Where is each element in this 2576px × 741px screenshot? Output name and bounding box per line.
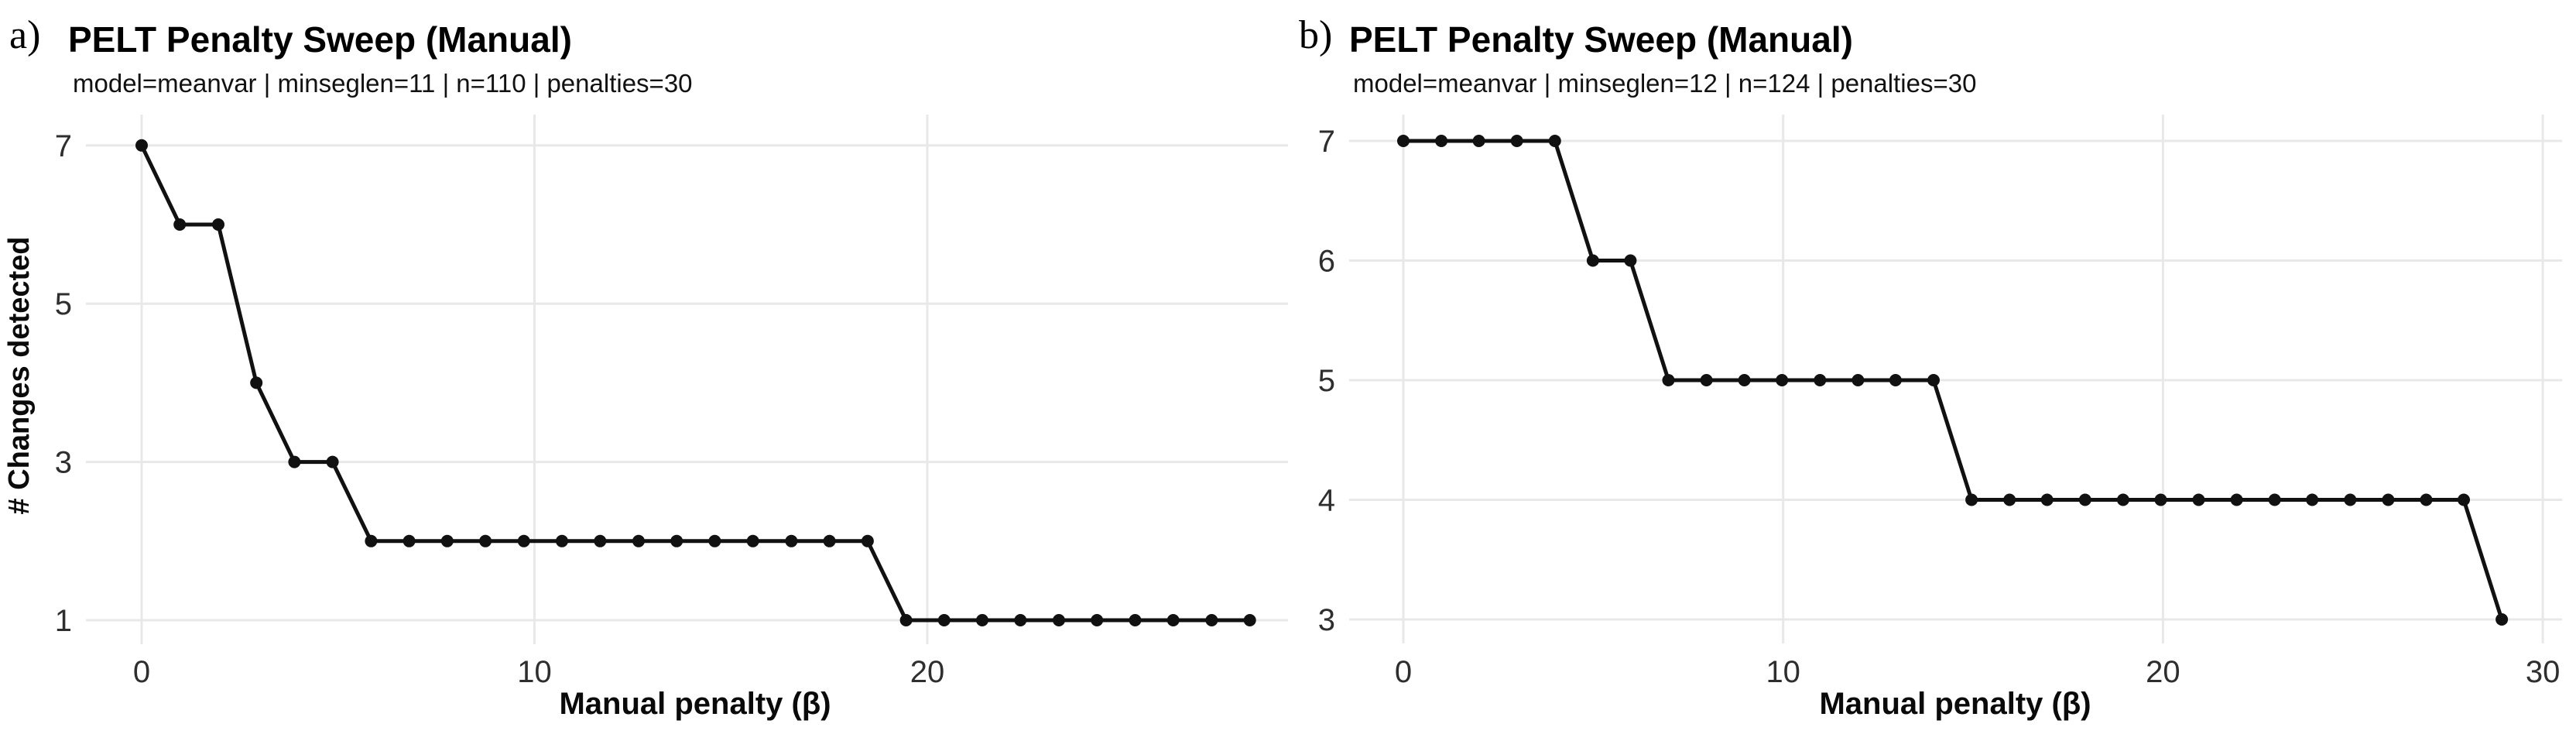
- y-tick-label: 6: [1318, 245, 1335, 279]
- data-point: [1927, 374, 1940, 386]
- x-tick-label: 20: [910, 655, 945, 689]
- data-point: [2192, 493, 2205, 506]
- data-point: [708, 534, 721, 547]
- data-point: [1205, 614, 1218, 626]
- data-point: [1624, 254, 1637, 267]
- gridlines: [86, 115, 1288, 644]
- data-point: [440, 534, 454, 547]
- data-point: [2230, 493, 2243, 506]
- x-tick-label: 30: [2526, 655, 2561, 689]
- x-tick-label: 0: [133, 655, 150, 689]
- data-point: [1662, 374, 1675, 386]
- data-point: [861, 534, 874, 547]
- data-points: [1397, 135, 2509, 626]
- data-point: [746, 534, 759, 547]
- data-point: [2116, 493, 2129, 506]
- data-point: [632, 534, 645, 547]
- data-point: [1397, 135, 1410, 147]
- data-point: [2496, 613, 2509, 626]
- y-tick-label: 7: [55, 129, 72, 163]
- data-point: [1776, 374, 1789, 386]
- data-point: [173, 218, 187, 231]
- data-point: [1548, 135, 1561, 147]
- panel-label-b: b): [1299, 13, 1333, 57]
- x-axis-title: Manual penalty (β): [1819, 687, 2091, 721]
- data-point: [785, 534, 798, 547]
- data-point: [1243, 614, 1256, 626]
- series-line: [1401, 139, 2504, 622]
- data-point: [2268, 493, 2281, 506]
- panel-b: b) PELT Penalty Sweep (Manual) model=mea…: [1288, 0, 2576, 741]
- data-point: [2420, 493, 2433, 506]
- y-tick-label: 1: [55, 604, 72, 638]
- data-point: [1814, 374, 1827, 386]
- data-point: [1738, 374, 1751, 386]
- data-point: [1965, 493, 1978, 506]
- panel-label-a: a): [9, 13, 41, 57]
- chart-subtitle-a: model=meanvar | minseglen=11 | n=110 | p…: [73, 69, 693, 98]
- data-point: [899, 614, 913, 626]
- data-point: [2458, 493, 2470, 506]
- data-point: [250, 376, 263, 389]
- y-tick-label: 3: [55, 446, 72, 480]
- data-point: [1129, 614, 1142, 626]
- gridlines: [1349, 115, 2562, 643]
- tick-labels: 0 10 20 30 7 6 5 4 3: [1318, 125, 2561, 689]
- data-point: [1586, 254, 1599, 267]
- data-point: [1700, 374, 1713, 386]
- data-point: [1435, 135, 1448, 147]
- chart-subtitle-b: model=meanvar | minseglen=12 | n=124 | p…: [1353, 69, 1977, 98]
- data-point: [212, 218, 224, 231]
- data-point: [937, 614, 951, 626]
- data-point: [2040, 493, 2054, 506]
- y-tick-label: 5: [55, 287, 72, 321]
- data-point: [594, 534, 607, 547]
- data-point: [1014, 614, 1027, 626]
- data-point: [365, 534, 378, 547]
- data-point: [556, 534, 568, 547]
- data-point: [288, 455, 301, 468]
- data-point: [976, 614, 988, 626]
- series-line: [139, 143, 1252, 623]
- data-point: [135, 139, 148, 152]
- data-point: [2382, 493, 2395, 506]
- data-point: [479, 534, 492, 547]
- data-point: [1472, 135, 1485, 147]
- data-point: [1166, 614, 1180, 626]
- x-tick-label: 20: [2146, 655, 2180, 689]
- data-point: [2306, 493, 2319, 506]
- data-point: [2154, 493, 2167, 506]
- y-tick-label: 7: [1318, 125, 1335, 159]
- plot-a: 0 10 20 7 5 3 1 Manual penalty (β) # Changes det…: [3, 115, 1288, 721]
- y-axis-title: # Changes detected: [3, 237, 36, 515]
- data-point: [517, 534, 530, 547]
- data-point: [1852, 374, 1865, 386]
- x-tick-label: 10: [1766, 655, 1800, 689]
- data-point: [2344, 493, 2357, 506]
- data-point: [1091, 614, 1104, 626]
- y-tick-label: 3: [1318, 603, 1335, 637]
- data-points: [135, 139, 1256, 626]
- data-point: [1053, 614, 1065, 626]
- data-point: [823, 534, 836, 547]
- y-tick-label: 5: [1318, 364, 1335, 398]
- data-point: [1510, 135, 1523, 147]
- data-point: [1889, 374, 1902, 386]
- data-point: [326, 455, 339, 468]
- x-tick-label: 0: [1395, 655, 1412, 689]
- x-tick-label: 10: [517, 655, 552, 689]
- chart-title-b: PELT Penalty Sweep (Manual): [1349, 19, 1853, 60]
- chart-title-a: PELT Penalty Sweep (Manual): [68, 19, 572, 60]
- y-tick-label: 4: [1318, 484, 1335, 518]
- plot-b: 0 10 20 30 7 6 5 4 3 Manual penalty (β): [1318, 115, 2562, 721]
- data-point: [402, 534, 416, 547]
- tick-labels: 0 10 20 7 5 3 1: [55, 129, 945, 689]
- data-point: [2078, 493, 2091, 506]
- data-point: [670, 534, 683, 547]
- x-axis-title: Manual penalty (β): [559, 687, 831, 721]
- data-point: [2003, 493, 2016, 506]
- panel-a: a) PELT Penalty Sweep (Manual) model=mea…: [3, 13, 1288, 721]
